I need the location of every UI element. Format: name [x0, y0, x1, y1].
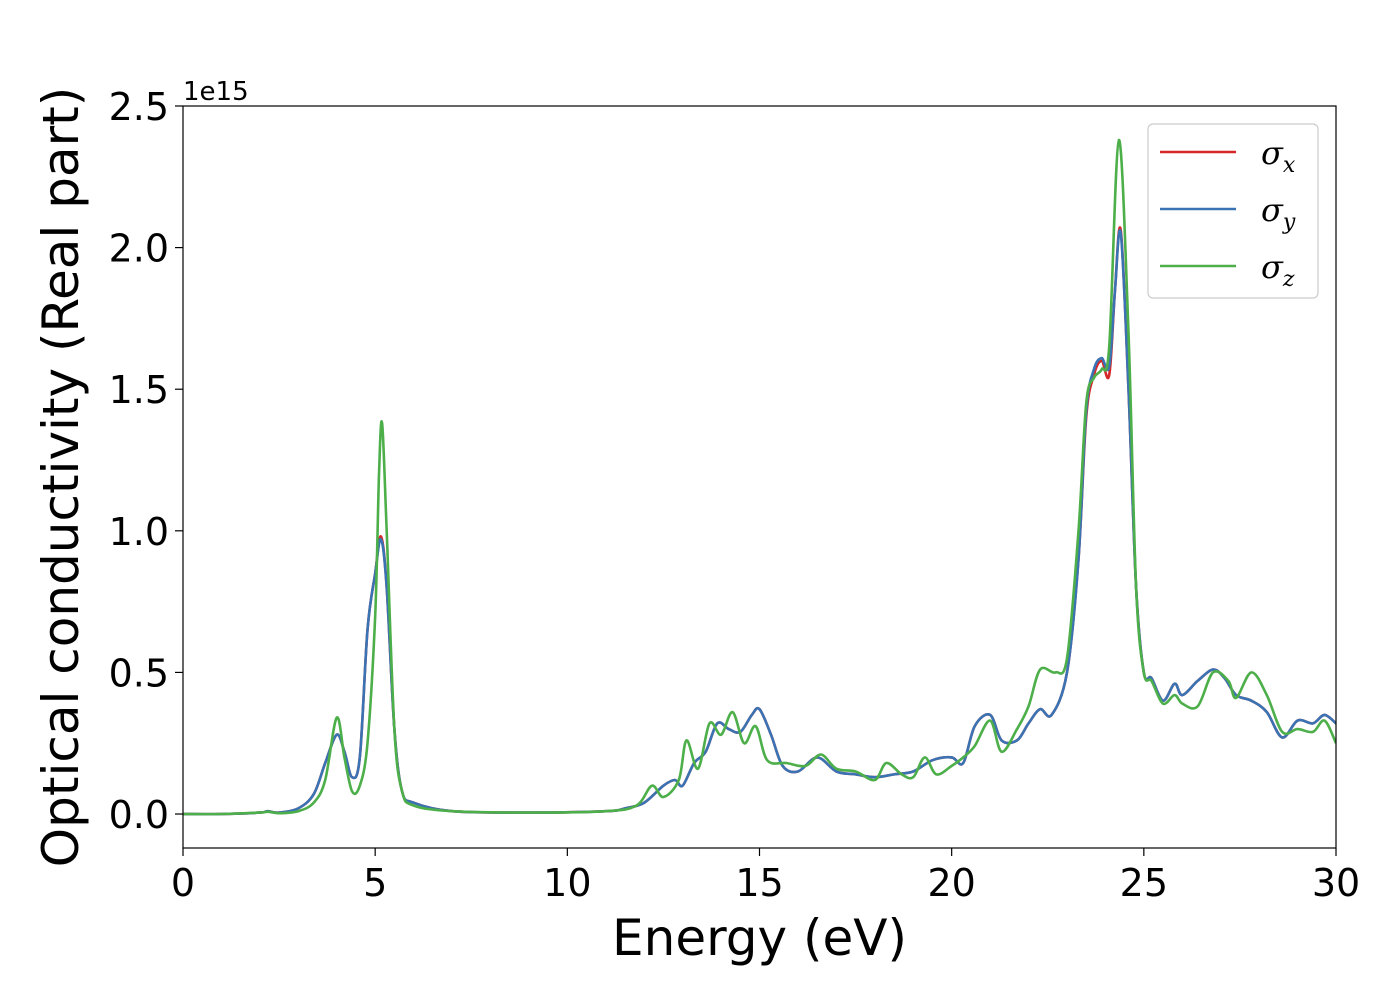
y-tick-label: 1.5 [109, 368, 169, 412]
x-axis-label: Energy (eV) [612, 909, 907, 967]
x-tick-label: 25 [1120, 861, 1168, 905]
y-tick-label: 0.5 [109, 651, 169, 695]
y-tick-label: 0.0 [109, 793, 169, 837]
y-tick-label: 2.5 [109, 85, 169, 129]
y-axis-ticks: 0.0 0.5 1.0 1.5 2.0 2.5 [109, 85, 183, 837]
x-tick-label: 20 [927, 861, 975, 905]
y-axis-label: Optical conductivity (Real part) [32, 87, 90, 868]
y-tick-label: 2.0 [109, 227, 169, 271]
series-layer [183, 138, 1336, 816]
x-tick-label: 10 [543, 861, 591, 905]
legend-box [1147, 123, 1319, 299]
series-line-sigma-z [183, 138, 1336, 816]
x-tick-label: 15 [735, 861, 783, 905]
x-axis-ticks: 0 5 10 15 20 25 30 [171, 848, 1360, 905]
x-tick-label: 30 [1312, 861, 1360, 905]
y-tick-label: 1.0 [109, 510, 169, 554]
y-offset-label: 1e15 [183, 77, 249, 107]
x-tick-label: 0 [171, 861, 195, 905]
x-tick-label: 5 [363, 861, 387, 905]
